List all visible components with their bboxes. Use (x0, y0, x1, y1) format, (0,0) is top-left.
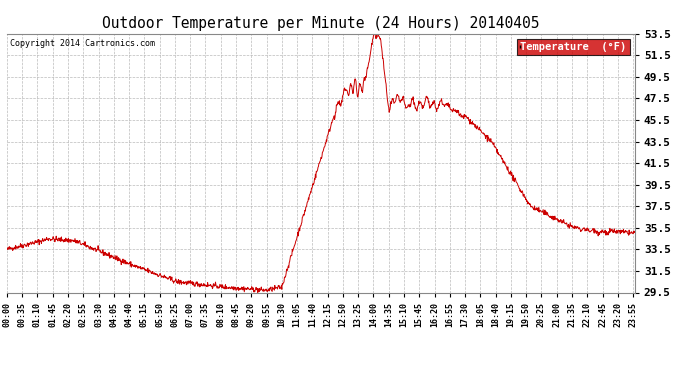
Legend: Temperature  (°F): Temperature (°F) (517, 39, 629, 55)
Text: Copyright 2014 Cartronics.com: Copyright 2014 Cartronics.com (10, 39, 155, 48)
Title: Outdoor Temperature per Minute (24 Hours) 20140405: Outdoor Temperature per Minute (24 Hours… (102, 16, 540, 31)
